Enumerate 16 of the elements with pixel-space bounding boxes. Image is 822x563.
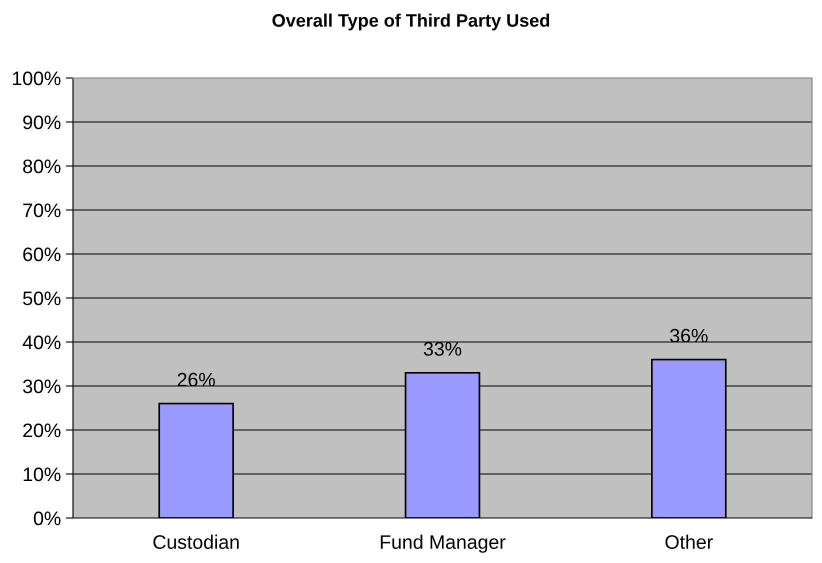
x-tick-label: Fund Manager — [380, 534, 506, 553]
y-tick-label: 50% — [23, 291, 61, 306]
x-tick-label: Custodian — [153, 534, 239, 549]
y-tick-label: 0% — [34, 511, 61, 526]
x-tick-label: Other — [665, 534, 713, 549]
chart-title: Overall Type of Third Party Used — [272, 14, 550, 30]
y-tick-label: 10% — [24, 467, 61, 482]
y-tick-label: 20% — [23, 423, 61, 438]
y-tick-label: 100% — [12, 71, 61, 86]
y-tick-label: 30% — [23, 379, 61, 394]
y-tick-label: 90% — [23, 115, 61, 130]
y-tick-label: 60% — [23, 247, 61, 262]
y-tick-label: 40% — [22, 335, 61, 350]
data-label: 33% — [424, 342, 462, 356]
y-tick-label: 70% — [23, 203, 61, 218]
y-tick-label: 80% — [23, 159, 61, 174]
